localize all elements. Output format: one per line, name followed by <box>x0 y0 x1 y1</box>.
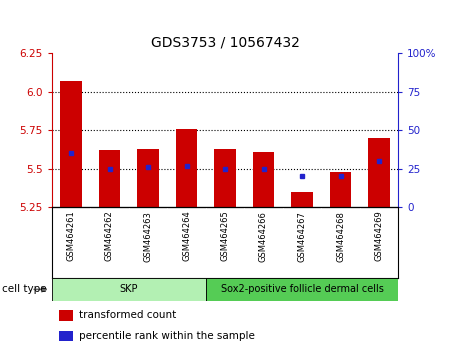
Text: GSM464264: GSM464264 <box>182 211 191 261</box>
Text: percentile rank within the sample: percentile rank within the sample <box>80 331 255 341</box>
Text: Sox2-positive follicle dermal cells: Sox2-positive follicle dermal cells <box>220 284 383 295</box>
Text: GSM464262: GSM464262 <box>105 211 114 261</box>
Bar <box>176 129 197 207</box>
Bar <box>58 331 72 341</box>
Text: GSM464265: GSM464265 <box>220 211 230 261</box>
Text: SKP: SKP <box>120 284 138 295</box>
Bar <box>137 149 158 207</box>
Text: GSM464267: GSM464267 <box>297 211 306 262</box>
Text: transformed count: transformed count <box>80 310 177 320</box>
Bar <box>253 152 274 207</box>
Text: GSM464261: GSM464261 <box>67 211 76 261</box>
Text: cell type: cell type <box>2 284 47 295</box>
Bar <box>58 310 72 321</box>
Bar <box>330 172 351 207</box>
Title: GDS3753 / 10567432: GDS3753 / 10567432 <box>151 35 299 49</box>
Bar <box>214 149 236 207</box>
Bar <box>369 138 390 207</box>
Text: GSM464269: GSM464269 <box>374 211 383 261</box>
Text: GSM464263: GSM464263 <box>144 211 153 262</box>
Bar <box>99 150 120 207</box>
Text: GSM464268: GSM464268 <box>336 211 345 262</box>
Bar <box>206 278 398 301</box>
Text: GSM464266: GSM464266 <box>259 211 268 262</box>
Bar <box>60 81 81 207</box>
Bar <box>292 192 313 207</box>
Bar <box>52 278 206 301</box>
